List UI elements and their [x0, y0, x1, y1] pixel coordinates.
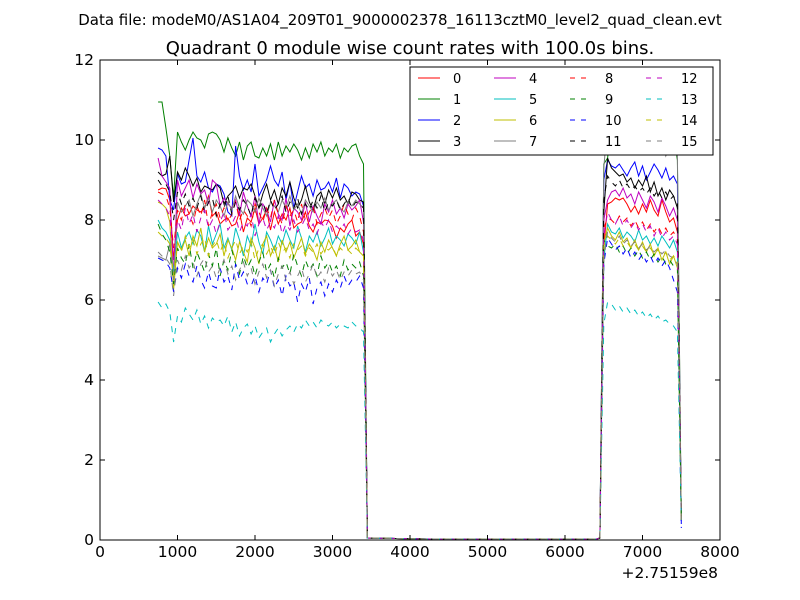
x-tick-label: 6000 [545, 543, 584, 561]
y-tick-label: 6 [84, 291, 94, 309]
legend-label-6: 6 [529, 114, 537, 129]
legend-label-2: 2 [453, 114, 461, 129]
series-line-8 [157, 191, 682, 540]
x-tick-label: 8000 [700, 543, 739, 561]
legend-label-13: 13 [681, 93, 698, 108]
legend-label-10: 10 [605, 114, 622, 129]
y-tick-label: 4 [84, 371, 94, 389]
chart-title: Quadrant 0 module wise count rates with … [166, 38, 655, 59]
x-tick-label: 7000 [623, 543, 662, 561]
data-file-suptitle: Data file: modeM0/AS1A04_209T01_90000023… [78, 11, 722, 30]
series-line-11 [157, 174, 682, 540]
series-line-12 [157, 199, 682, 540]
legend-label-14: 14 [681, 114, 698, 129]
x-tick-label: 2000 [235, 543, 274, 561]
y-tick-label: 2 [84, 451, 94, 469]
y-tick-label: 12 [74, 51, 94, 69]
series-line-13 [157, 301, 682, 540]
tick-layer: 0 1000 2000 3000 4000 5000 6000 7000 80000246810… [74, 51, 739, 561]
series-layer [157, 101, 682, 540]
series-line-14 [157, 231, 682, 540]
x-tick-label: 3000 [313, 543, 352, 561]
legend-label-11: 11 [605, 135, 622, 150]
legend-box [409, 66, 714, 156]
series-line-10 [157, 236, 682, 540]
legend-label-0: 0 [453, 72, 461, 87]
legend-label-1: 1 [453, 93, 461, 108]
y-tick-label: 0 [84, 531, 94, 549]
x-tick-label: 4000 [390, 543, 429, 561]
legend-label-5: 5 [529, 93, 537, 108]
legend-label-12: 12 [681, 72, 698, 87]
x-tick-label: 5000 [468, 543, 507, 561]
legend-label-4: 4 [529, 72, 537, 87]
x-tick-label: 0 [95, 543, 105, 561]
legend-label-3: 3 [453, 135, 461, 150]
legend-label-7: 7 [529, 135, 537, 150]
legend-label-9: 9 [605, 93, 613, 108]
y-tick-label: 8 [84, 211, 94, 229]
x-offset-label: +2.75159e8 [622, 564, 718, 582]
legend-label-15: 15 [681, 135, 698, 150]
y-tick-label: 10 [74, 131, 94, 149]
x-tick-label: 1000 [158, 543, 197, 561]
legend-label-8: 8 [605, 72, 613, 87]
series-line-15 [157, 230, 682, 540]
